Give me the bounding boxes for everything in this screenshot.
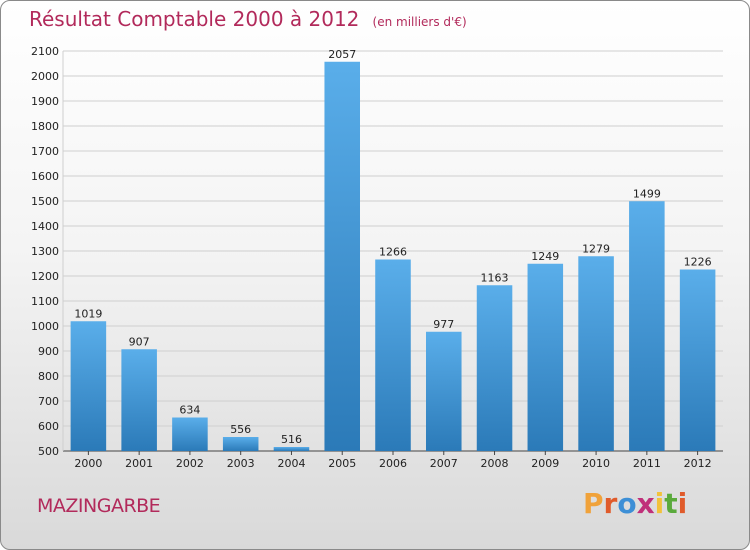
data-label-2006: 1266 [379,246,407,259]
y-tick-label: 1400 [31,220,59,233]
y-tick-label: 600 [38,420,59,433]
y-tick-label: 1300 [31,245,59,258]
logo-letter-i: i [654,487,665,520]
x-tick-label: 2001 [125,457,153,470]
data-label-2002: 634 [179,404,200,417]
x-tick-label: 2003 [227,457,255,470]
bar-2012 [679,269,716,451]
y-tick-label: 1700 [31,145,59,158]
x-tick-label: 2004 [277,457,305,470]
y-tick-label: 2100 [31,45,59,58]
data-label-2011: 1499 [633,187,661,200]
logo-letter-o: o [617,487,637,520]
x-tick-label: 2005 [328,457,356,470]
y-tick-label: 1100 [31,295,59,308]
logo-letter-p: P [583,487,604,520]
bar-2003 [222,437,259,451]
y-tick-label: 1800 [31,120,59,133]
data-label-2000: 1019 [74,307,102,320]
y-tick-label: 500 [38,445,59,458]
data-label-2007: 977 [433,318,454,331]
bar-2010 [578,256,614,451]
data-label-2005: 2057 [328,48,356,61]
data-label-2012: 1226 [684,256,712,269]
location-name: MAZINGARBE [37,495,161,517]
x-tick-label: 2006 [379,457,407,470]
x-tick-label: 2008 [481,457,509,470]
bar-2007 [426,331,462,451]
data-label-2008: 1163 [481,271,509,284]
data-label-2003: 556 [230,423,251,436]
logo-letter-i2: i [677,487,688,520]
y-tick-label: 900 [38,345,59,358]
bar-2004 [273,447,310,451]
data-label-2009: 1249 [531,250,559,263]
chart-subtitle: (en milliers d'€) [372,15,467,29]
bar-2000 [70,321,107,451]
y-tick-label: 700 [38,395,59,408]
x-tick-label: 2007 [430,457,458,470]
y-tick-label: 1500 [31,195,59,208]
y-tick-label: 1000 [31,320,59,333]
x-tick-label: 2000 [74,457,102,470]
x-tick-label: 2011 [633,457,661,470]
logo-letter-t: t [664,487,678,520]
logo-letter-x: x [636,487,655,520]
y-tick-label: 1200 [31,270,59,283]
bar-2001 [121,349,157,451]
bar-2008 [476,285,513,451]
data-label-2010: 1279 [582,242,610,255]
bar-2002 [172,417,208,451]
bars: 1019 907 634 556 516 2057 1266 977 1163 1249 1279 1… [70,48,716,451]
bar-2009 [527,263,564,451]
x-tick-label: 2010 [582,457,610,470]
y-axis-ticks: 500 600 700 800 900 1000 1100 1200 1300 1400 1500 1… [31,45,59,458]
x-axis-ticks: 2000 2001 2002 2003 2004 2005 2006 2007 2008 2009… [74,451,712,470]
y-tick-label: 1900 [31,95,59,108]
bar-2011 [629,201,665,451]
x-tick-label: 2012 [684,457,712,470]
title-row: Résultat Comptable 2000 à 2012 (en milli… [29,7,467,31]
y-tick-label: 800 [38,370,59,383]
x-tick-label: 2009 [531,457,559,470]
proxiti-logo: Proxiti [583,487,687,520]
data-label-2001: 907 [129,335,150,348]
chart-title: Résultat Comptable 2000 à 2012 [29,7,360,31]
bar-2005 [324,61,360,451]
y-tick-label: 1600 [31,170,59,183]
data-label-2004: 516 [281,433,302,446]
logo-letter-r: r [603,487,618,520]
x-tick-label: 2002 [176,457,204,470]
y-tick-label: 2000 [31,70,59,83]
bar-2006 [375,259,411,451]
